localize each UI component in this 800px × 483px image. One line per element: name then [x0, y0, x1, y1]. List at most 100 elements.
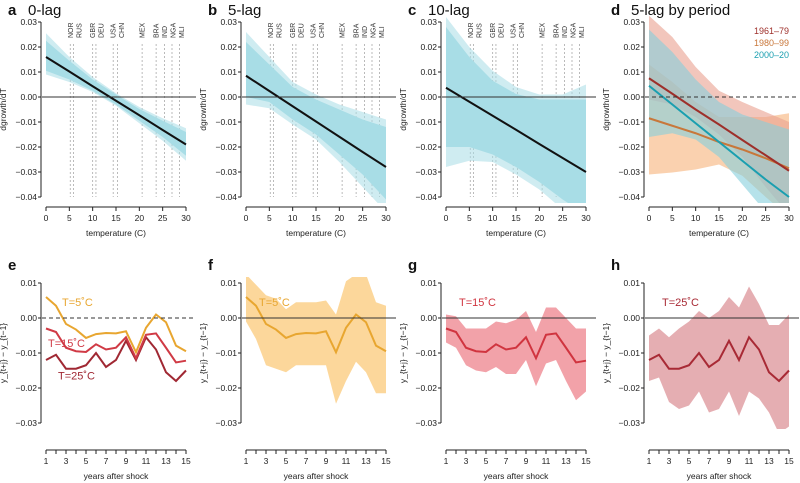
y-tick-label: −0.03 — [15, 167, 37, 177]
series-line — [648, 335, 790, 383]
y-tick-label: −0.03 — [415, 167, 437, 177]
country-label: DEU — [99, 23, 106, 38]
y-tick-label: −0.03 — [215, 167, 237, 177]
x-tick-label: 3 — [464, 456, 469, 466]
panel-letter: a — [8, 2, 17, 19]
series-label: T=15˚C — [459, 297, 496, 309]
y-axis-label: y_{t+j} − y_{t−1} — [198, 323, 208, 383]
country-label: DEU — [299, 23, 306, 38]
series-label: T=15˚C — [48, 338, 85, 350]
x-axis-label: years after shock — [484, 471, 549, 481]
x-tick-label: 0 — [444, 213, 449, 223]
y-tick-label: −0.02 — [15, 142, 37, 152]
series-label: T=25˚C — [662, 297, 699, 309]
x-tick-label: 3 — [64, 456, 69, 466]
y-tick-label: −0.02 — [215, 383, 237, 393]
x-tick-label: 25 — [761, 213, 771, 223]
x-tick-label: 13 — [561, 456, 571, 466]
x-tick-label: 7 — [707, 456, 712, 466]
x-tick-label: 15 — [181, 456, 191, 466]
plot-area — [245, 32, 387, 203]
x-tick-label: 13 — [764, 456, 774, 466]
x-tick-label: 20 — [738, 213, 748, 223]
x-tick-label: 9 — [727, 456, 732, 466]
x-tick-label: 10 — [488, 213, 498, 223]
panel-b: b 5-lag NOR RUS GBR DEU USA CHN MEX BRA IND NGA MLI 0… — [198, 2, 396, 238]
y-tick-label: −0.01 — [618, 348, 640, 358]
x-axis-label: temperature (C) — [286, 228, 346, 238]
y-tick-label: 0.01 — [420, 278, 437, 288]
country-label: IND — [362, 26, 369, 38]
ci-band-outer — [649, 29, 789, 203]
x-tick-label: 20 — [535, 213, 545, 223]
country-label: NGA — [171, 23, 178, 39]
y-tick-label: 0.00 — [623, 92, 640, 102]
y-tick-label: 0.00 — [20, 313, 37, 323]
x-tick-label: 1 — [647, 456, 652, 466]
panel-c: c 10-lag NOR RUS GBR DEU USA CHN MEX BRA IND NGA MLI… — [398, 2, 596, 238]
series-label: T=25˚C — [58, 370, 95, 382]
series-line — [648, 77, 790, 172]
y-tick-label: −0.01 — [15, 348, 37, 358]
x-tick-label: 30 — [784, 213, 794, 223]
y-tick-label: −0.02 — [15, 383, 37, 393]
y-tick-label: 0.03 — [220, 17, 237, 27]
country-label: CHN — [319, 23, 326, 38]
country-label: NOR — [468, 22, 475, 38]
x-axis-label: years after shock — [84, 471, 149, 481]
country-label: MLI — [579, 26, 586, 38]
x-tick-label: 10 — [288, 213, 298, 223]
series-line — [45, 56, 187, 146]
x-tick-label: 3 — [667, 456, 672, 466]
panel-letter: e — [8, 257, 16, 274]
y-tick-label: −0.01 — [618, 117, 640, 127]
y-tick-label: −0.01 — [415, 348, 437, 358]
y-tick-label: −0.01 — [215, 348, 237, 358]
series-label: T=5˚C — [62, 297, 93, 309]
country-label: BRA — [354, 23, 361, 38]
x-tick-label: 0 — [647, 213, 652, 223]
x-tick-label: 9 — [524, 456, 529, 466]
y-tick-label: −0.03 — [618, 418, 640, 428]
x-tick-label: 0 — [44, 213, 49, 223]
x-axis-label: temperature (C) — [86, 228, 146, 238]
country-label: RUS — [276, 23, 283, 38]
x-tick-label: 15 — [381, 456, 391, 466]
country-label: NOR — [268, 22, 275, 38]
x-tick-label: 5 — [687, 456, 692, 466]
x-tick-label: 5 — [484, 456, 489, 466]
y-axis-label: y_{t+j} − y_{t−1} — [0, 323, 8, 383]
x-tick-label: 10 — [691, 213, 701, 223]
y-tick-label: −0.04 — [15, 192, 37, 202]
panel-g: g T=15˚C 0.01 0.00 −0.01 −0.02 −0.03 y_{t+j} − … — [398, 257, 596, 481]
y-tick-label: −0.02 — [415, 383, 437, 393]
x-tick-label: 15 — [784, 456, 794, 466]
series-line — [45, 335, 187, 383]
y-tick-label: −0.03 — [415, 418, 437, 428]
x-tick-label: 13 — [361, 456, 371, 466]
x-tick-label: 0 — [244, 213, 249, 223]
country-label: GBR — [490, 23, 497, 38]
x-tick-label: 20 — [335, 213, 345, 223]
x-tick-label: 11 — [342, 456, 351, 466]
plot-area — [45, 33, 187, 197]
x-tick-label: 25 — [358, 213, 368, 223]
country-label: CHN — [519, 23, 526, 38]
x-tick-label: 5 — [467, 213, 472, 223]
x-tick-label: 10 — [88, 213, 98, 223]
country-label: USA — [311, 23, 318, 38]
y-tick-label: −0.02 — [618, 142, 640, 152]
country-label: RUS — [476, 23, 483, 38]
x-tick-label: 1 — [444, 456, 449, 466]
ci-band-inner — [46, 40, 186, 156]
country-label: USA — [111, 23, 118, 38]
country-label: MLI — [379, 26, 386, 38]
series-line — [445, 86, 587, 173]
x-tick-label: 15 — [511, 213, 521, 223]
y-axis-label: dgrowth/dT — [0, 88, 8, 131]
y-tick-label: −0.02 — [415, 142, 437, 152]
x-tick-label: 25 — [158, 213, 168, 223]
panel-letter: c — [408, 2, 416, 19]
panel-d: d 5-lag by period 1961–79 1980–99 2000–20 0.0… — [601, 2, 799, 238]
y-tick-label: −0.01 — [15, 117, 37, 127]
